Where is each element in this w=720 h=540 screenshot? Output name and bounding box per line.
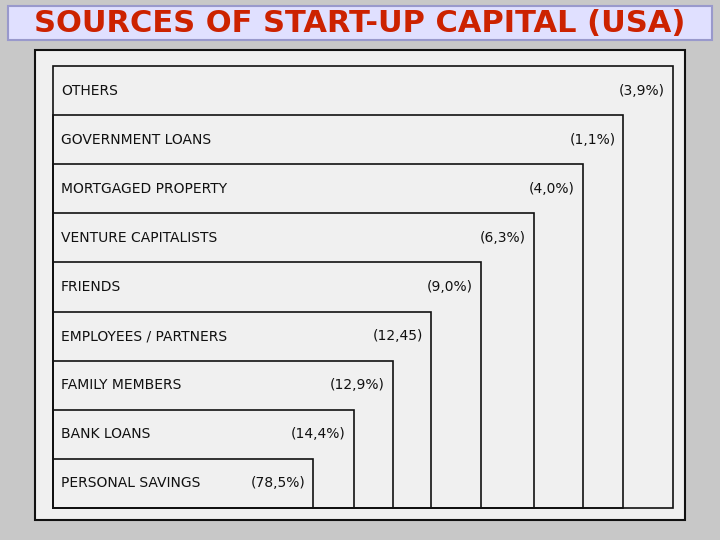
Text: (9,0%): (9,0%) <box>427 280 473 294</box>
Text: SOURCES OF START-UP CAPITAL (USA): SOURCES OF START-UP CAPITAL (USA) <box>35 9 685 37</box>
Text: (14,4%): (14,4%) <box>291 427 346 441</box>
Text: MORTGAGED PROPERTY: MORTGAGED PROPERTY <box>61 182 227 196</box>
Bar <box>53 66 673 508</box>
Text: FAMILY MEMBERS: FAMILY MEMBERS <box>61 378 181 392</box>
Text: (4,0%): (4,0%) <box>529 182 575 196</box>
Text: (3,9%): (3,9%) <box>619 84 665 98</box>
Bar <box>53 459 313 508</box>
Bar <box>53 312 431 508</box>
Bar <box>8 6 712 40</box>
Text: (78,5%): (78,5%) <box>251 476 305 490</box>
Bar <box>53 115 624 508</box>
Text: GOVERNMENT LOANS: GOVERNMENT LOANS <box>61 133 211 147</box>
Text: (12,9%): (12,9%) <box>330 378 384 392</box>
Text: VENTURE CAPITALISTS: VENTURE CAPITALISTS <box>61 231 217 245</box>
Text: (12,45): (12,45) <box>373 329 423 343</box>
Bar <box>53 410 354 508</box>
Text: FRIENDS: FRIENDS <box>61 280 121 294</box>
Text: (6,3%): (6,3%) <box>480 231 526 245</box>
Text: EMPLOYEES / PARTNERS: EMPLOYEES / PARTNERS <box>61 329 227 343</box>
Bar <box>53 164 583 508</box>
Bar <box>53 213 534 508</box>
Bar <box>53 262 481 508</box>
Text: PERSONAL SAVINGS: PERSONAL SAVINGS <box>61 476 200 490</box>
Bar <box>35 50 685 520</box>
Text: OTHERS: OTHERS <box>61 84 118 98</box>
Text: BANK LOANS: BANK LOANS <box>61 427 150 441</box>
Bar <box>53 361 393 508</box>
Text: (1,1%): (1,1%) <box>570 133 616 147</box>
